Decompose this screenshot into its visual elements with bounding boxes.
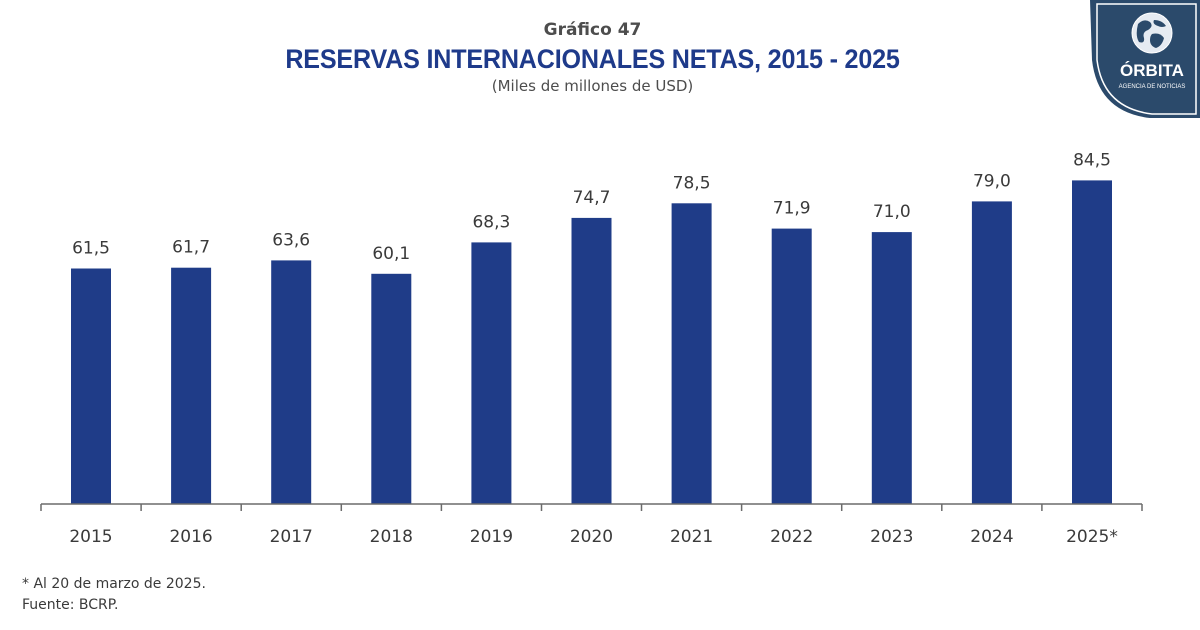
chart-subtitle: (Miles de millones de USD) [491,77,694,95]
value-label: 71,0 [873,202,911,222]
x-axis [40,503,1143,511]
x-tick-labels-group: 2015 2016 2017 2018 2019 2020 2021 2022 2023 2024… [69,527,1118,547]
bar-2019 [471,242,512,504]
bar-2024 [971,201,1012,504]
value-label: 79,0 [973,171,1011,191]
value-labels-group: 61,5 61,7 63,6 60,1 68,3 74,7 78,5 71,9 71,0 79,0… [72,150,1111,263]
value-label: 61,5 [72,239,110,259]
value-label: 68,3 [472,212,510,232]
x-tick-label: 2021 [670,527,713,547]
x-tick-label: 2023 [870,527,913,547]
x-tick-label: 2016 [169,527,212,547]
chart-title: RESERVAS INTERNACIONALES NETAS, 2015 - 2… [285,44,900,74]
value-label: 84,5 [1073,150,1111,170]
value-label: 78,5 [673,173,711,193]
bar-2022 [771,228,812,504]
globe-icon [1131,12,1173,54]
footnote: * Al 20 de marzo de 2025. [22,576,206,592]
bar-2015 [71,268,111,504]
x-tick-label: 2019 [470,527,513,547]
value-label: 71,9 [773,199,811,219]
value-label: 63,6 [272,230,310,250]
orbita-logo: ÓRBITA AGENCIA DE NOTICIAS [1090,0,1200,118]
chart-kicker: Gráfico 47 [543,20,642,40]
bar-2021 [671,203,712,505]
bar-2020 [571,217,612,504]
logo-tagline: AGENCIA DE NOTICIAS [1119,84,1186,90]
source-note: Fuente: BCRP. [22,597,119,613]
logo-shield [1090,0,1200,118]
x-tick-label: 2022 [770,527,813,547]
x-tick-label: 2025* [1066,527,1118,547]
bars-group [71,180,1112,505]
bar-2023 [871,232,912,504]
value-label: 61,7 [172,238,210,258]
bar-2016 [171,267,212,504]
logo-badge: ÓRBITA AGENCIA DE NOTICIAS [1090,0,1200,118]
bar-2018 [371,273,412,504]
x-tick-label: 2015 [69,527,112,547]
x-tick-label: 2024 [970,527,1013,547]
chart-notes: * Al 20 de marzo de 2025. Fuente: BCRP. [22,574,206,616]
x-tick-label: 2018 [370,527,413,547]
x-tick-label: 2020 [570,527,613,547]
x-tick-label: 2017 [270,527,313,547]
value-label: 74,7 [573,188,611,208]
value-label: 60,1 [372,244,410,264]
bar-2025 [1072,180,1112,504]
logo-name: ÓRBITA [1120,61,1184,80]
logo-border [1096,3,1197,115]
bar-2017 [271,260,312,504]
